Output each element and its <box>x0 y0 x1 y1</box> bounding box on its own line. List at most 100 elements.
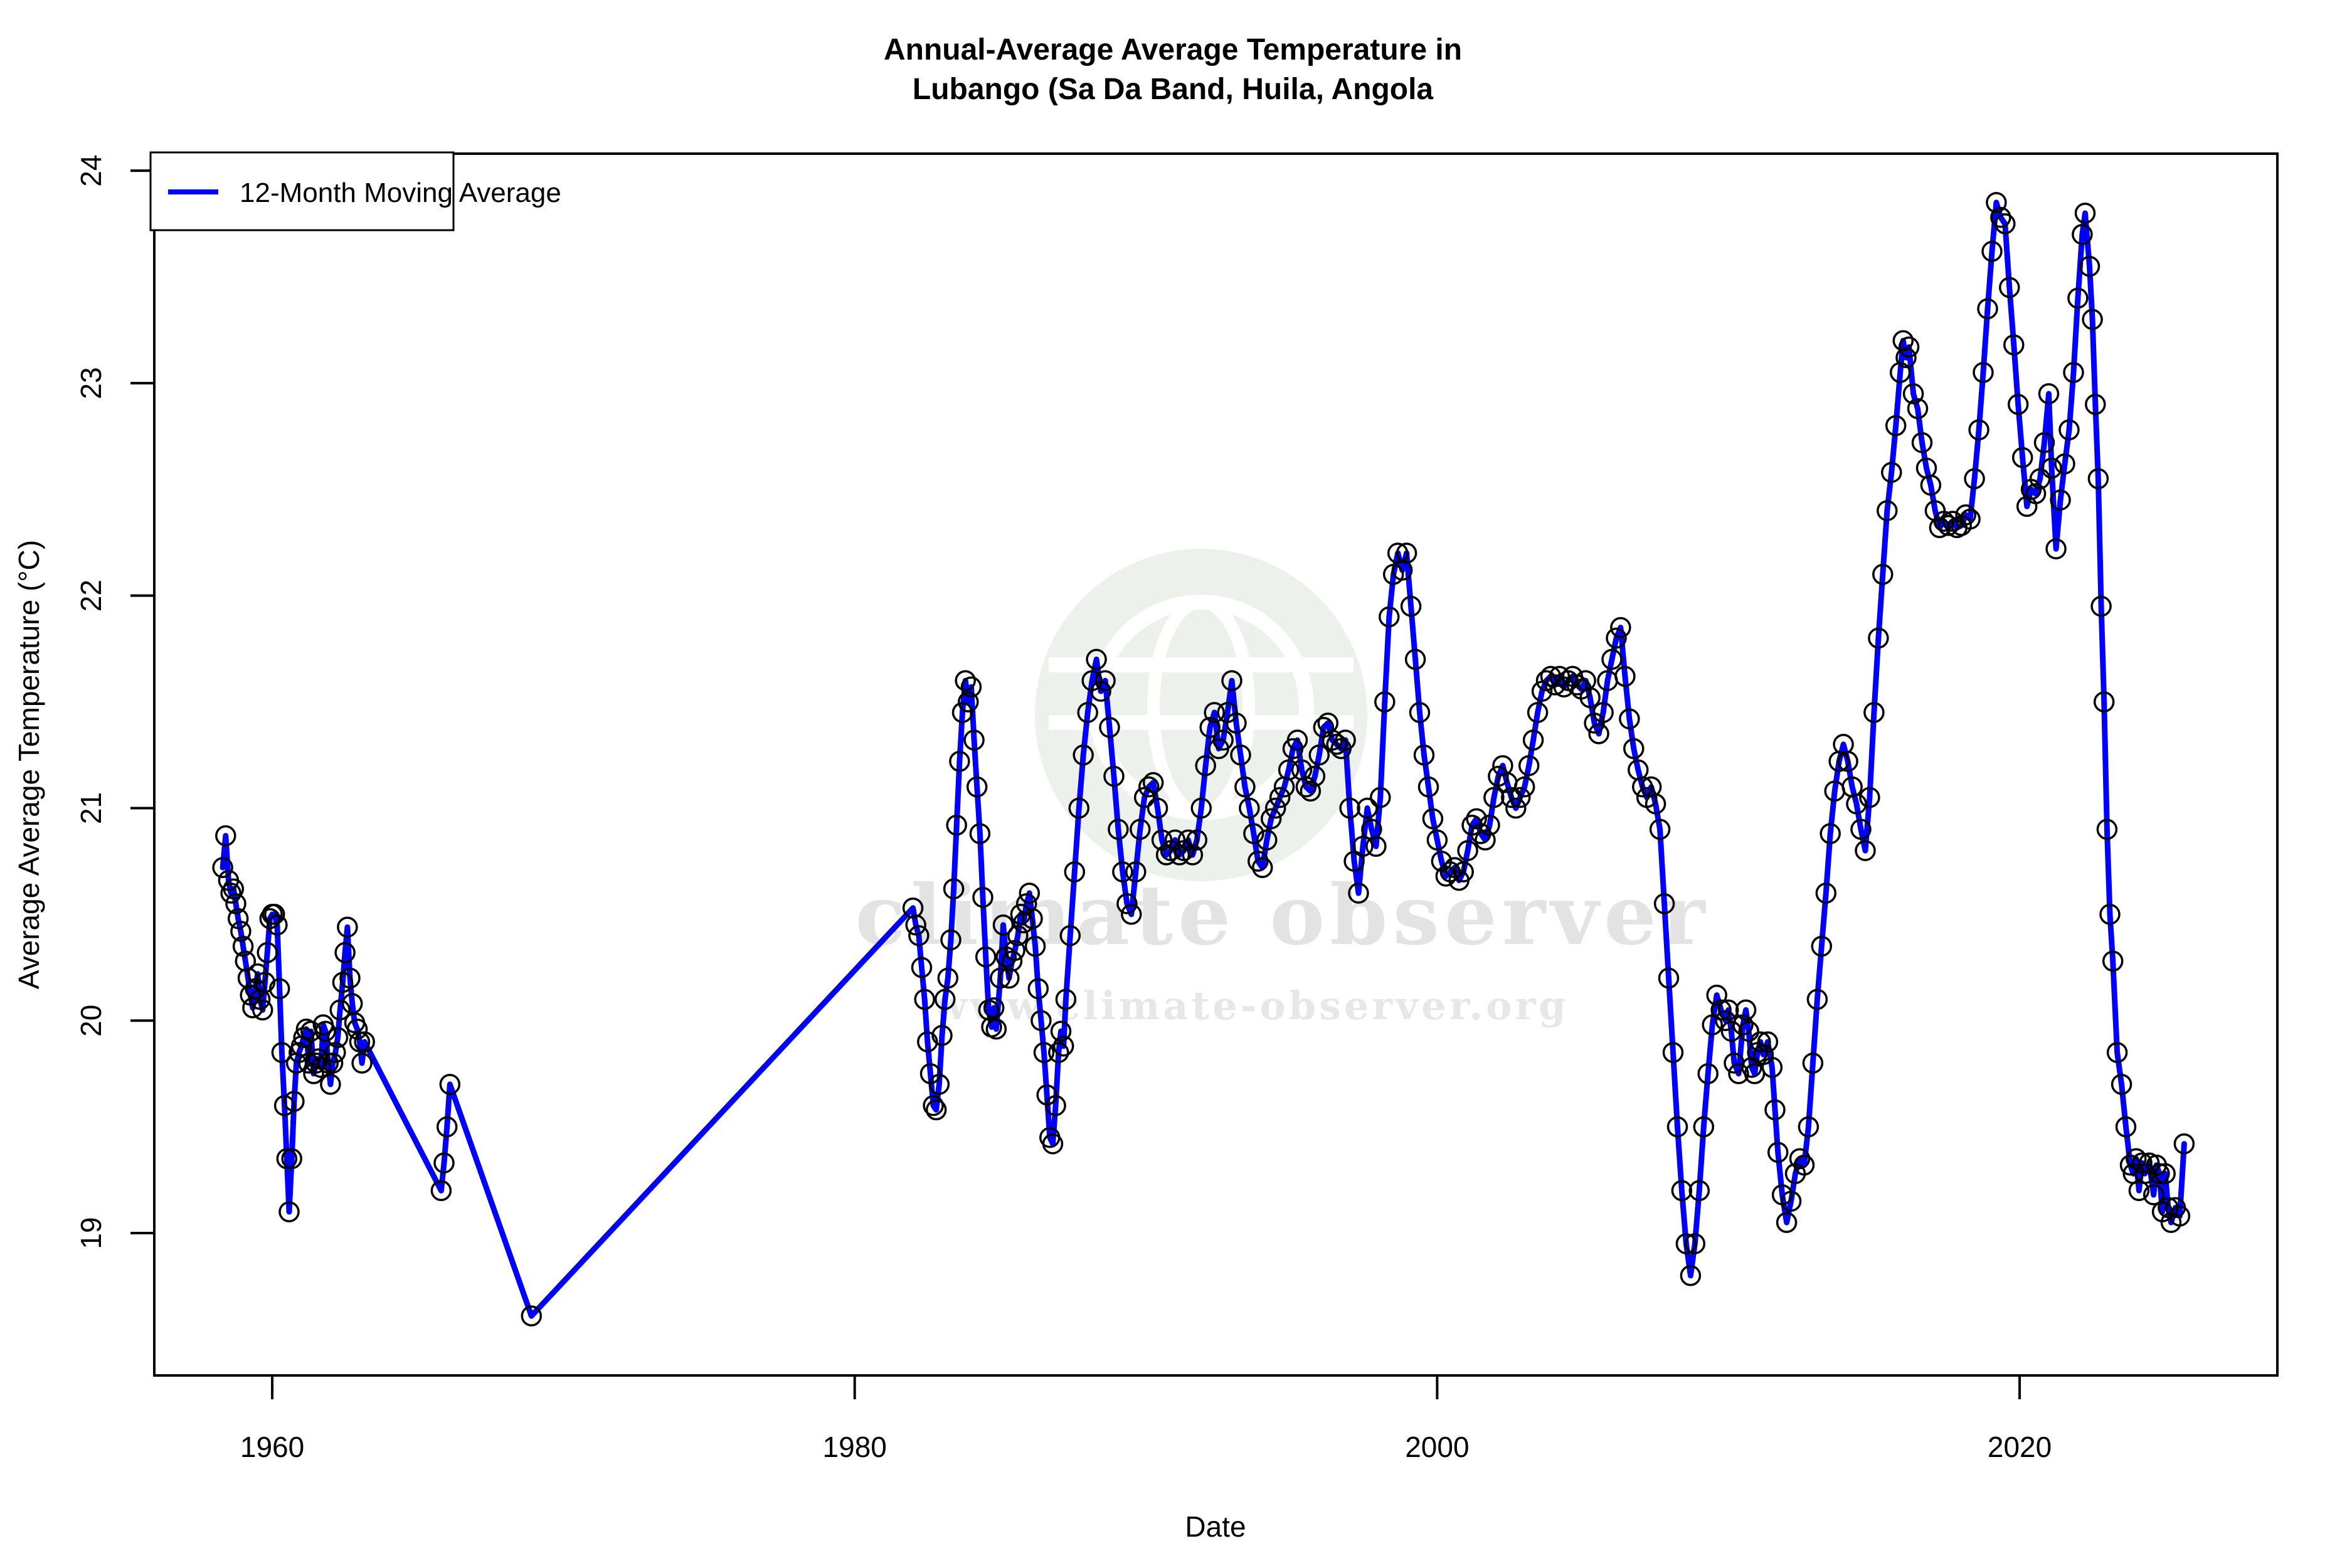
data-point-marker <box>271 1042 293 1063</box>
data-point-marker <box>1019 882 1041 904</box>
data-point-marker <box>1710 999 1732 1021</box>
data-point-marker <box>1177 829 1199 851</box>
data-point-marker <box>320 1074 341 1095</box>
data-point-marker <box>1015 893 1037 914</box>
data-point-marker <box>322 1052 344 1074</box>
data-point-marker <box>917 1031 938 1052</box>
data-point-marker <box>1243 823 1264 844</box>
data-point-marker <box>1479 814 1500 836</box>
data-point-marker <box>1260 808 1282 830</box>
data-point-marker <box>1027 978 1049 1000</box>
data-point-marker <box>2011 447 2033 469</box>
data-point-marker <box>2038 383 2060 405</box>
data-point-marker <box>966 776 988 798</box>
x-tick-label: 2020 <box>1988 1431 2052 1463</box>
data-point-marker <box>1094 670 1116 691</box>
data-point-marker <box>1121 904 1142 925</box>
y-tick-label: 23 <box>75 367 107 399</box>
data-point-marker <box>1339 797 1360 819</box>
legend-label: 12-Month Moving Average <box>240 177 561 208</box>
chart-title-line1: Annual-Average Average Temperature in <box>884 33 1462 66</box>
data-point-marker <box>223 878 245 899</box>
data-point-marker <box>1138 776 1160 798</box>
data-point-marker <box>2079 255 2100 277</box>
data-point-marker <box>1929 517 1951 539</box>
data-point-marker <box>2082 309 2103 331</box>
data-point-marker <box>1509 787 1531 808</box>
data-point-marker <box>1671 1180 1693 1202</box>
data-point-marker <box>334 942 356 963</box>
data-point-marker <box>969 823 991 844</box>
data-point-marker <box>1522 729 1544 751</box>
data-point-marker <box>225 893 246 914</box>
data-point-marker <box>1706 984 1727 1006</box>
data-point-marker <box>2058 419 2080 441</box>
data-point-marker <box>955 670 976 691</box>
data-point-marker <box>1527 702 1549 723</box>
data-point-marker <box>1868 627 1889 649</box>
data-point-marker <box>2102 950 2124 972</box>
legend: 12-Month Moving Average <box>149 151 561 231</box>
data-point-marker <box>1130 818 1151 840</box>
data-point-marker <box>1116 893 1138 914</box>
y-tick-label: 24 <box>75 155 107 187</box>
data-point-marker <box>1588 723 1609 744</box>
data-point-marker <box>267 914 288 936</box>
data-point-marker <box>908 924 930 946</box>
y-tick-label: 21 <box>75 792 107 824</box>
data-point-marker <box>975 946 997 968</box>
data-point-marker <box>990 967 1011 989</box>
data-point-marker <box>1226 712 1247 734</box>
data-point-marker <box>1426 829 1448 851</box>
data-point-marker <box>327 1027 349 1049</box>
data-point-marker <box>1221 670 1242 691</box>
data-point-marker <box>1518 755 1540 776</box>
data-point-marker <box>1837 751 1858 772</box>
data-point-marker <box>436 1116 458 1138</box>
data-point-marker <box>1204 702 1225 723</box>
data-point-marker <box>923 1094 944 1116</box>
data-point-marker <box>1348 882 1369 904</box>
data-point-marker <box>1086 649 1107 670</box>
data-point-marker <box>1802 1052 1824 1074</box>
data-point-marker <box>2054 453 2075 475</box>
data-point-marker <box>1811 935 1833 957</box>
y-tick-label: 20 <box>75 1005 107 1037</box>
data-point-marker <box>1212 729 1234 751</box>
data-point-marker <box>2149 1163 2170 1184</box>
data-point-marker <box>2111 1074 2132 1095</box>
data-point-marker <box>1252 857 1273 879</box>
data-point-marker <box>1010 904 1032 925</box>
data-point-marker <box>1964 468 1985 490</box>
data-point-marker <box>2096 818 2118 840</box>
data-point-marker <box>2115 1116 2137 1138</box>
data-point-marker <box>1720 1020 1742 1042</box>
data-point-marker <box>1892 330 1914 351</box>
data-point-marker <box>914 988 935 1010</box>
data-point-marker <box>257 942 278 963</box>
data-point-marker <box>1186 829 1208 851</box>
data-point-marker <box>1688 1180 1710 1202</box>
data-point-marker <box>2087 468 2109 490</box>
data-point-marker <box>227 908 249 930</box>
data-point-marker <box>1877 500 1898 521</box>
data-point-marker <box>1732 1014 1754 1036</box>
data-point-marker <box>300 1020 322 1042</box>
data-point-marker <box>1895 347 1917 368</box>
data-point-marker <box>946 814 967 836</box>
chart-title-line2: Lubango (Sa Da Band, Huila, Angola <box>913 73 1434 106</box>
data-point-marker <box>235 950 257 972</box>
data-point-marker <box>1846 793 1867 815</box>
data-point-marker <box>1968 419 1989 441</box>
data-point-marker <box>1798 1116 1820 1138</box>
data-point-marker <box>1278 759 1300 781</box>
data-point-marker <box>1881 462 1902 483</box>
data-point-marker <box>1820 823 1841 844</box>
data-point-marker <box>992 914 1014 936</box>
data-point-marker <box>240 984 261 1006</box>
data-point-marker <box>430 1180 452 1202</box>
data-point-marker <box>958 691 979 712</box>
data-point-marker <box>1735 999 1757 1021</box>
data-point-marker <box>354 1031 375 1052</box>
